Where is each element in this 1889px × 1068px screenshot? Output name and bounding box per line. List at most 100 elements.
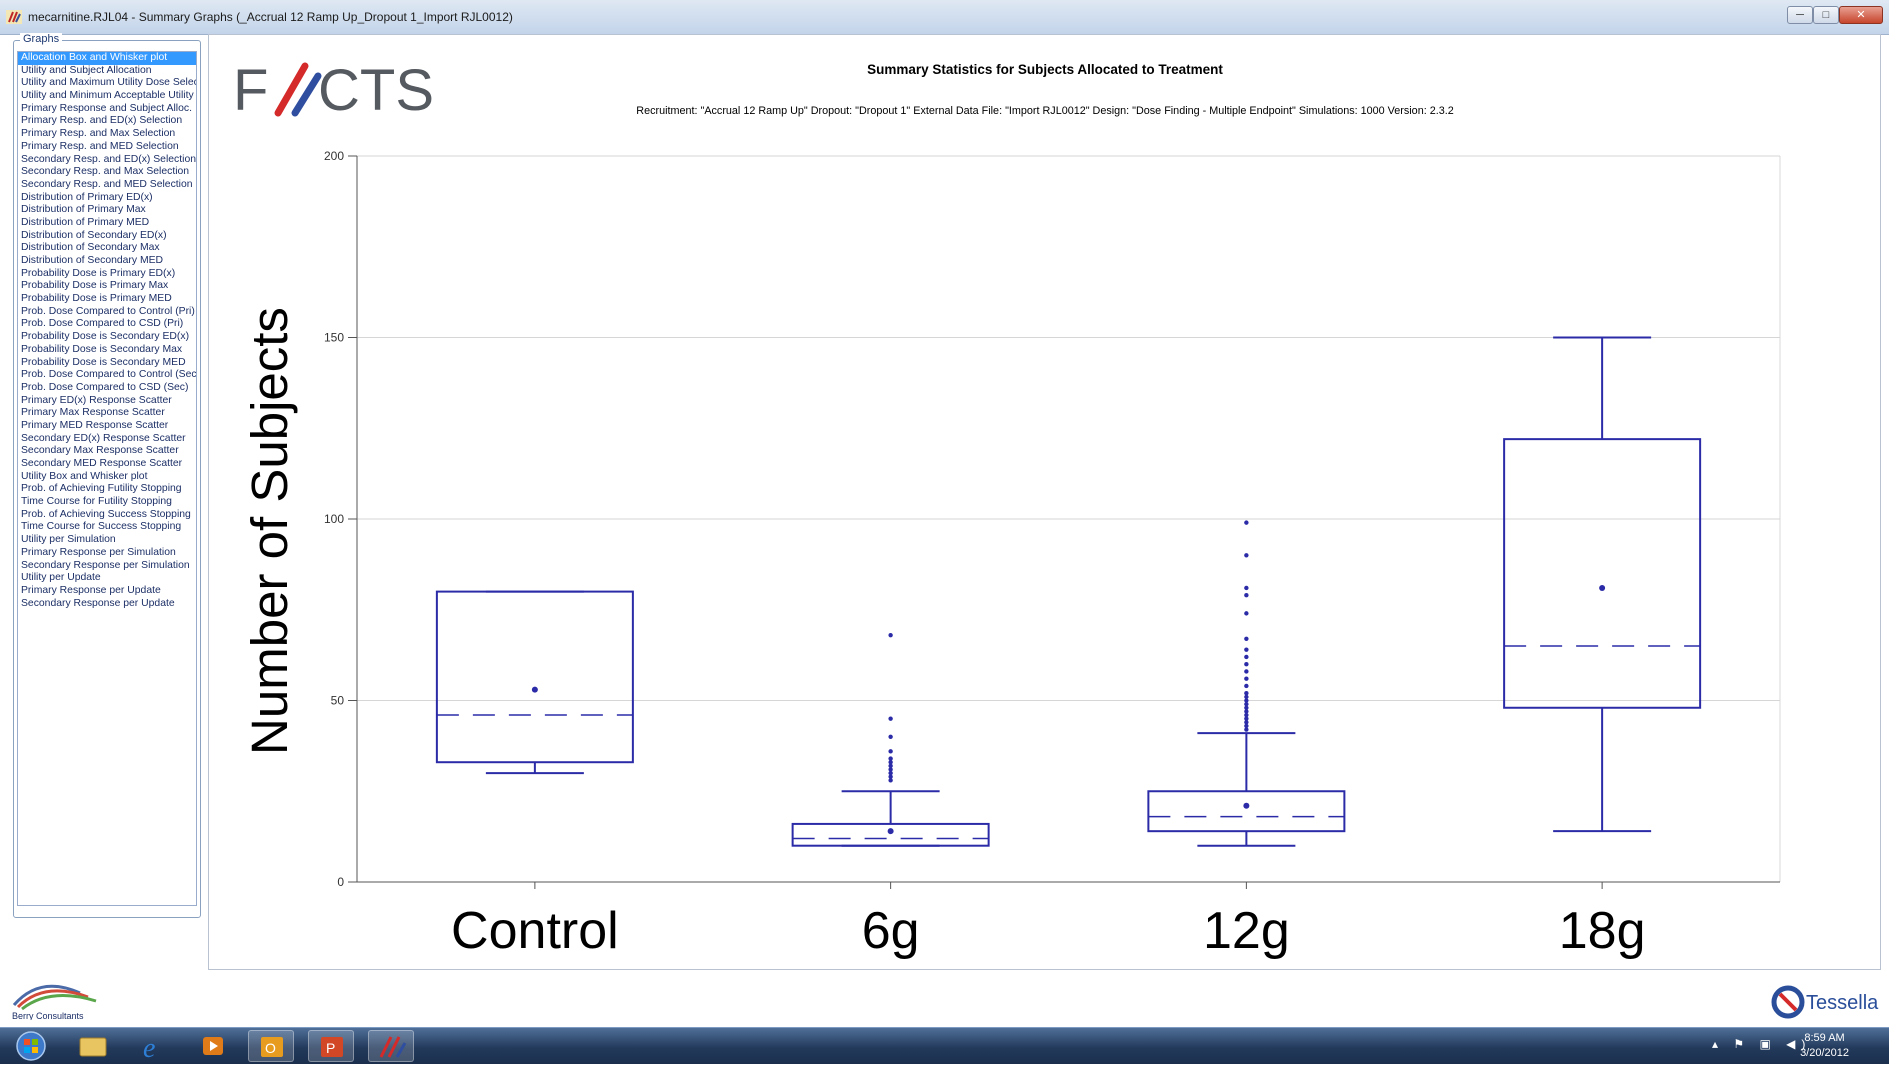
graph-list-item[interactable]: Time Course for Futility Stopping <box>21 496 172 508</box>
y-tick-label: 50 <box>331 694 345 708</box>
outlier-point <box>888 770 893 776</box>
graph-list-item[interactable]: Primary Response and Subject Alloc. <box>21 102 192 114</box>
graph-list-item[interactable]: Prob. Dose Compared to CSD (Pri) <box>21 318 184 330</box>
graph-list-item[interactable]: Secondary Response per Update <box>21 597 175 609</box>
outlier-point <box>1244 691 1249 696</box>
outlier-point <box>1244 662 1249 667</box>
graph-list-item[interactable]: Primary Response per Update <box>21 584 161 596</box>
close-button[interactable]: ✕ <box>1839 6 1883 24</box>
maximize-button[interactable]: □ <box>1813 6 1839 24</box>
outlier-point <box>1244 683 1249 689</box>
graph-list-item[interactable]: Distribution of Secondary MED <box>21 255 164 266</box>
outlier-point <box>1244 698 1249 703</box>
graphs-group-label: Graphs <box>20 33 63 45</box>
svg-text:O: O <box>265 1040 276 1056</box>
y-tick-label: 200 <box>324 149 344 163</box>
graph-list-item[interactable]: Secondary Resp. and Max Selection <box>21 166 190 178</box>
graph-list-item[interactable]: Primary Resp. and Max Selection <box>21 128 176 140</box>
graph-list-item[interactable]: Primary Resp. and MED Selection <box>21 140 179 152</box>
graph-list-item[interactable]: Utility per Update <box>21 572 101 584</box>
outlier-point <box>1244 716 1249 721</box>
graph-list-item[interactable]: Secondary Max Response Scatter <box>21 445 179 457</box>
start-button[interactable] <box>8 1030 54 1062</box>
graph-list-item[interactable]: Secondary ED(x) Response Scatter <box>21 432 186 444</box>
graph-type-list[interactable]: Allocation Box and Whisker plot Utility a… <box>17 51 197 906</box>
x-category-label: Control <box>451 902 619 960</box>
graph-list-item[interactable]: Time Course for Success Stopping <box>21 521 182 533</box>
taskbar-media-player-button[interactable] <box>190 1030 236 1062</box>
berry-consultants-logo: Berry Consultants <box>12 984 97 1020</box>
graph-list-item[interactable]: Probability Dose is Primary MED <box>21 293 172 305</box>
graph-list-item[interactable]: Primary ED(x) Response Scatter <box>21 394 172 406</box>
graph-list-item[interactable]: Utility and Maximum Utility Dose Select <box>21 77 196 89</box>
graph-list-item[interactable]: Probability Dose is Secondary ED(x) <box>21 331 190 343</box>
graph-list-item[interactable]: Prob. Dose Compared to Control (Sec) <box>21 369 196 381</box>
outlier-point <box>888 760 893 765</box>
graph-list-item[interactable]: Prob. Dose Compared to CSD (Sec) <box>21 381 189 393</box>
graph-list-item[interactable]: Secondary Resp. and MED Selection <box>21 178 193 190</box>
graph-list-item[interactable]: Distribution of Primary MED <box>21 216 150 228</box>
outlier-point <box>1244 720 1249 725</box>
taskbar-powerpoint-button[interactable]: P <box>308 1030 354 1062</box>
graph-list-item[interactable]: Utility and Minimum Acceptable Utility [ <box>21 90 196 102</box>
x-category-label: 6g <box>862 902 920 960</box>
graph-list-item[interactable]: Utility Box and Whisker plot <box>21 470 148 482</box>
outlier-point <box>1244 669 1249 674</box>
graph-list-item[interactable]: Distribution of Secondary Max <box>21 242 160 254</box>
graph-list-item[interactable]: Secondary Response per Simulation <box>21 559 190 571</box>
outlier-point <box>888 763 893 769</box>
berry-logo-text: Berry Consultants <box>12 1011 84 1020</box>
outlier-point <box>1244 709 1249 714</box>
outlier-point <box>888 749 893 754</box>
graph-list-item[interactable]: Allocation Box and Whisker plot <box>18 52 196 65</box>
graph-list-item[interactable]: Distribution of Primary Max <box>21 204 146 216</box>
minimize-button[interactable]: ─ <box>1787 6 1813 24</box>
taskbar-facts-button[interactable] <box>368 1030 414 1062</box>
outlier-point <box>1244 701 1249 707</box>
outlier-point <box>1244 593 1249 598</box>
graph-list-item[interactable]: Prob. of Achieving Success Stopping <box>21 508 191 520</box>
outlier-point <box>888 734 893 739</box>
graph-list-item[interactable]: Utility per Simulation <box>21 534 116 546</box>
taskbar-ie-button[interactable]: e <box>130 1030 176 1064</box>
graph-list-item[interactable]: Probability Dose is Secondary MED <box>21 356 186 368</box>
clock-time: 8:59 AM <box>1804 1032 1845 1044</box>
graph-list-item[interactable]: Primary Max Response Scatter <box>21 407 165 419</box>
graph-list-item[interactable]: Probability Dose is Secondary Max <box>21 343 183 355</box>
outlier-point <box>1244 694 1249 700</box>
graph-list-item[interactable]: Probability Dose is Primary ED(x) <box>21 267 176 279</box>
graph-list-item[interactable]: Secondary Resp. and ED(x) Selection <box>21 153 196 165</box>
outlier-point <box>1244 647 1249 652</box>
svg-text:e: e <box>143 1033 155 1062</box>
x-category-label: 18g <box>1559 902 1646 960</box>
outlier-point <box>1244 654 1249 660</box>
powerpoint-icon: P <box>321 1037 343 1057</box>
y-tick-label: 100 <box>324 512 344 526</box>
facts-logo-letters-cts: CTS <box>318 58 434 123</box>
taskbar-outlook-button[interactable]: O <box>248 1030 294 1062</box>
graph-list-item[interactable]: Utility and Subject Allocation <box>21 64 152 76</box>
mean-point <box>531 686 538 693</box>
chart-title: Summary Statistics for Subjects Allocate… <box>867 62 1223 77</box>
graph-list-item[interactable]: Secondary MED Response Scatter <box>21 458 183 469</box>
graph-list-item[interactable]: Distribution of Primary ED(x) <box>21 191 153 203</box>
mean-point <box>887 828 894 835</box>
outlook-icon: O <box>261 1037 283 1057</box>
taskbar-explorer-button[interactable] <box>70 1030 116 1062</box>
graph-list-item[interactable]: Prob. Dose Compared to Control (Pri) <box>21 305 195 317</box>
graph-list-item[interactable]: Prob. of Achieving Futility Stopping <box>21 483 182 495</box>
box-iqr <box>435 590 634 764</box>
graph-list-item[interactable]: Primary Response per Simulation <box>21 546 176 558</box>
graph-list-item[interactable]: Probability Dose is Primary Max <box>21 280 169 292</box>
outlier-point <box>888 778 893 783</box>
graph-list-item[interactable]: Primary MED Response Scatter <box>21 419 169 431</box>
taskbar-clock[interactable]: 8:59 AM 3/20/2012 <box>1800 1031 1849 1061</box>
x-category-label: 12g <box>1203 902 1290 960</box>
graph-list-item[interactable]: Primary Resp. and ED(x) Selection <box>21 115 183 127</box>
box-iqr <box>791 822 990 847</box>
windows-start-icon <box>16 1031 46 1061</box>
graph-list-item[interactable]: Distribution of Secondary ED(x) <box>21 229 167 241</box>
outlier-point <box>1244 553 1249 558</box>
system-tray-icons[interactable]: ▴ ⚑ ▣ ◀) <box>1712 1037 1812 1051</box>
